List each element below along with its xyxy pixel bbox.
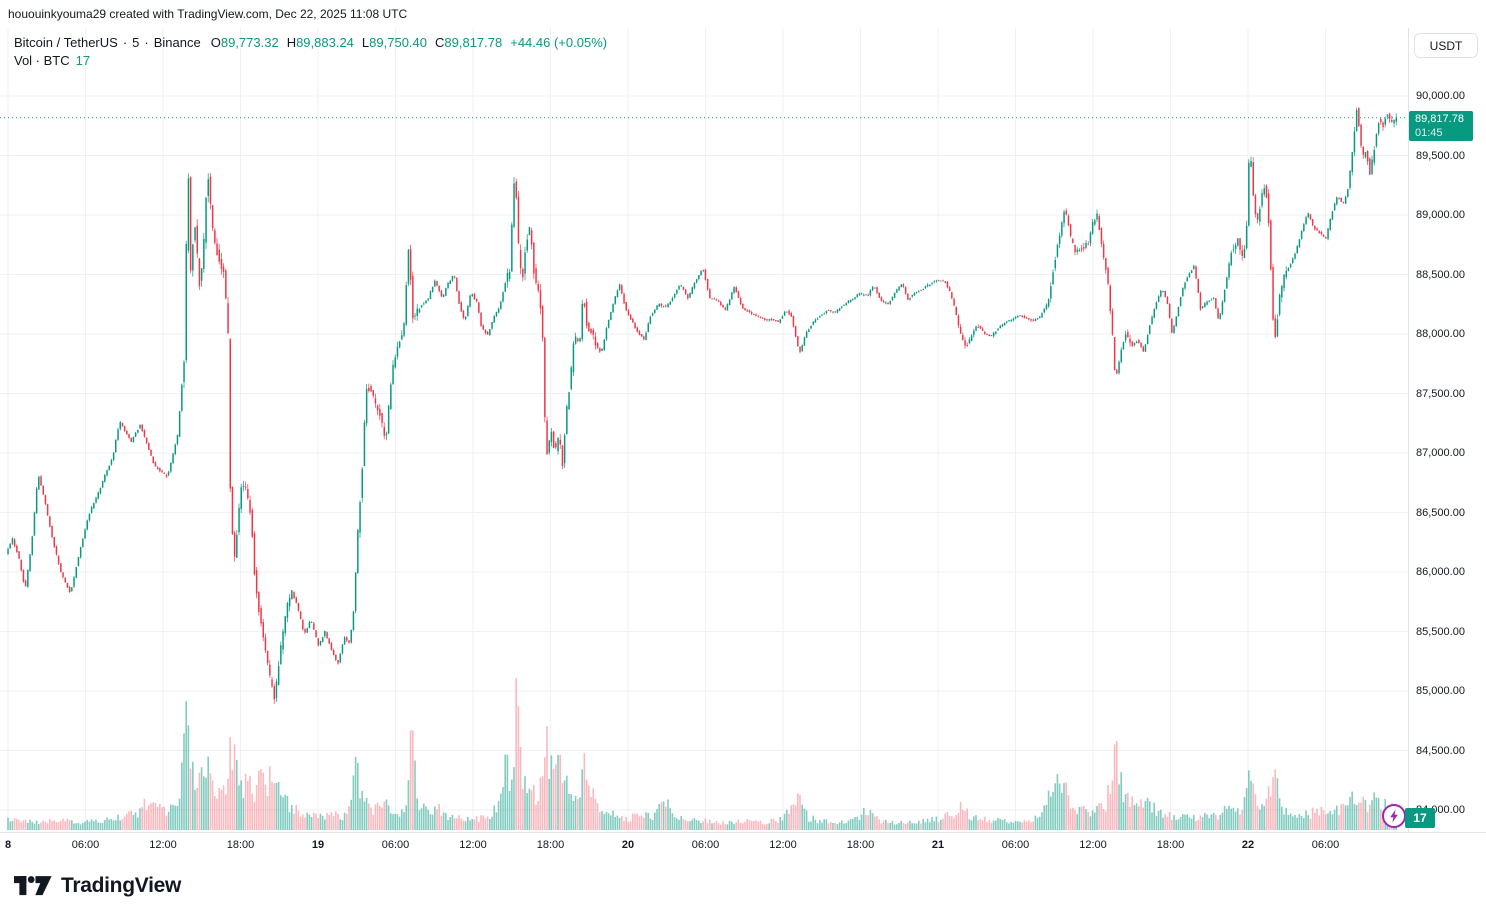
change-value: +44.46 (+0.05%) xyxy=(510,34,608,50)
high-label: H xyxy=(286,34,297,50)
price-axis-label: 86,500.00 xyxy=(1416,506,1465,519)
time-axis-label: 21 xyxy=(931,839,945,851)
price-axis-label: 85,500.00 xyxy=(1416,625,1465,638)
price-axis-label: 87,000.00 xyxy=(1416,447,1465,459)
time-axis-label: 06:00 xyxy=(71,839,100,851)
low-label: L xyxy=(361,34,370,50)
ohlc-values: O89,773.32 H89,883.24 L89,750.40 C89,817… xyxy=(211,35,607,50)
price-axis-label: 85,000.00 xyxy=(1416,685,1465,697)
low-value: 89,750.40 xyxy=(369,34,427,50)
time-axis-label: 20 xyxy=(621,839,635,851)
time-axis-label: 22 xyxy=(1241,839,1255,851)
chart-legend: Bitcoin / TetherUS · 5 · Binance O89,773… xyxy=(14,34,607,68)
tradingview-logo-icon xyxy=(14,876,52,896)
volume-indicator-label[interactable]: Vol · BTC xyxy=(14,52,70,68)
legend-separator: · xyxy=(144,34,149,50)
volume-indicator-value: 17 xyxy=(75,52,91,68)
boost-lightning-icon[interactable] xyxy=(1381,803,1407,829)
time-axis-label: 06:00 xyxy=(1311,839,1340,851)
time-axis-label: 18:00 xyxy=(846,839,875,851)
time-axis-label: 18:00 xyxy=(226,839,255,851)
tradingview-logo[interactable]: TradingView xyxy=(14,874,181,898)
bar-countdown: 01:45 xyxy=(1415,126,1443,139)
time-axis-label: 18:00 xyxy=(536,839,565,851)
price-axis-label: 90,000.00 xyxy=(1416,90,1465,102)
time-axis-label: 06:00 xyxy=(1001,839,1030,851)
tradingview-logo-text: TradingView xyxy=(61,874,182,897)
price-axis-label: 84,500.00 xyxy=(1416,744,1465,757)
exchange-label[interactable]: Binance xyxy=(153,34,201,50)
open-label: O xyxy=(210,34,221,50)
time-axis-label: 12:00 xyxy=(149,839,177,851)
price-axis-label: 86,000.00 xyxy=(1416,566,1465,578)
time-axis-label: 8 xyxy=(4,839,12,851)
copyright-text: hououinkyouma29 created with TradingView… xyxy=(8,7,408,21)
time-axis-label: 12:00 xyxy=(1079,839,1107,851)
last-price-badge: 89,817.78 01:45 xyxy=(1409,110,1473,141)
currency-toggle-button[interactable]: USDT xyxy=(1414,33,1478,58)
close-label: C xyxy=(435,34,445,50)
high-value: 89,883.24 xyxy=(296,34,354,50)
lightning-icon xyxy=(1382,804,1406,828)
time-axis-label: 12:00 xyxy=(769,839,797,851)
open-value: 89,773.32 xyxy=(220,34,279,50)
symbol-name[interactable]: Bitcoin / TetherUS xyxy=(14,34,118,50)
price-axis-label: 89,000.00 xyxy=(1416,209,1465,221)
time-axis-label: 12:00 xyxy=(459,839,487,851)
interval-label[interactable]: 5 xyxy=(132,34,140,50)
legend-separator: · xyxy=(122,34,128,50)
time-axis-label: 18:00 xyxy=(1156,839,1185,851)
price-axis-label: 89,500.00 xyxy=(1416,149,1465,162)
price-axis-label: 87,500.00 xyxy=(1416,387,1465,400)
last-price-value: 89,817.78 xyxy=(1415,112,1464,125)
price-scale[interactable]: USDT 90,000.00 89,500.00 89,000.00 88,500.0… xyxy=(1408,28,1486,860)
chart-surface[interactable] xyxy=(0,28,1408,832)
time-scale[interactable]: 8 06:00 12:00 18:00 19 06:00 12:00 18:00 20 06:00… xyxy=(0,832,1486,860)
price-axis-label: 88,500.00 xyxy=(1416,268,1465,281)
time-axis-label: 19 xyxy=(311,839,325,851)
time-axis-label: 06:00 xyxy=(381,839,410,851)
volume-axis-badge: 17 xyxy=(1405,808,1435,828)
close-value: 89,817.78 xyxy=(444,34,503,50)
time-axis-label: 06:00 xyxy=(691,839,720,851)
price-axis-label: 88,000.00 xyxy=(1416,328,1465,340)
